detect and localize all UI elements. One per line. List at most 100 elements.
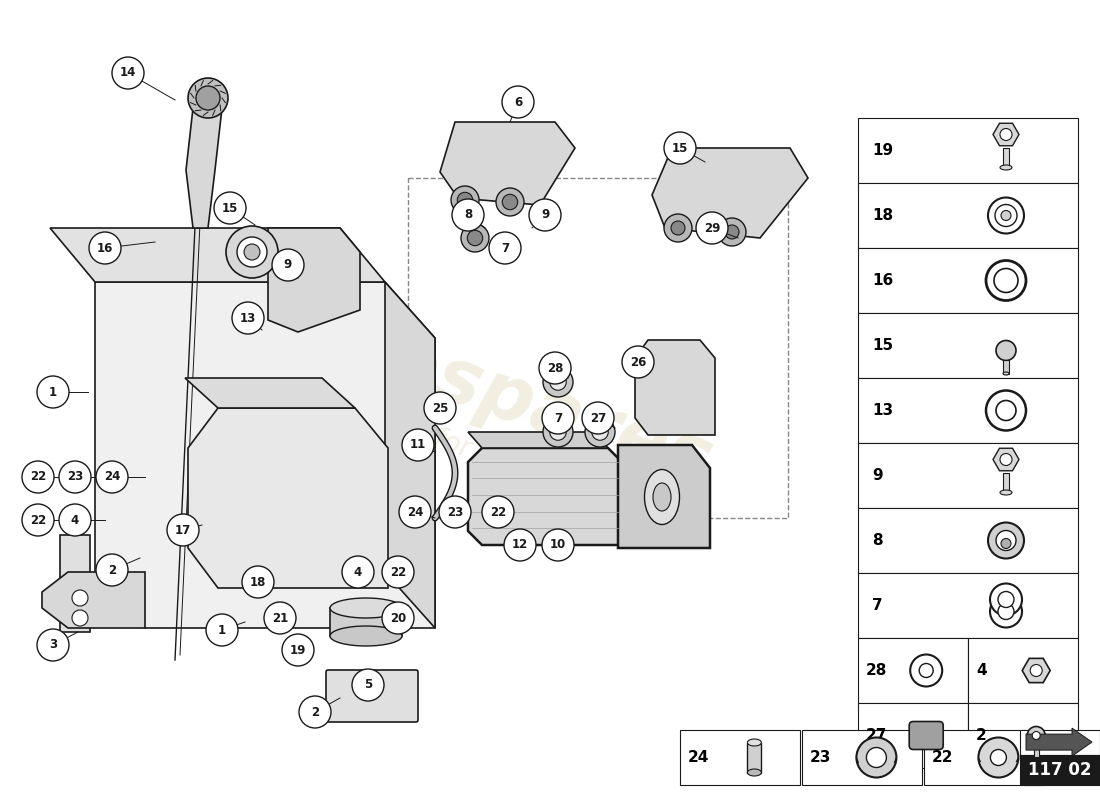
Text: 23: 23 — [810, 750, 832, 765]
Circle shape — [585, 417, 615, 447]
Circle shape — [1001, 210, 1011, 221]
Text: 15: 15 — [222, 202, 239, 214]
Text: 1: 1 — [48, 386, 57, 398]
Circle shape — [1032, 731, 1041, 739]
Circle shape — [458, 192, 473, 208]
Text: 18: 18 — [872, 208, 893, 223]
Circle shape — [468, 230, 483, 246]
Circle shape — [664, 132, 696, 164]
Text: 11: 11 — [410, 438, 426, 451]
Text: 3: 3 — [48, 638, 57, 651]
Text: 19: 19 — [289, 643, 306, 657]
Circle shape — [996, 401, 1016, 421]
Circle shape — [998, 591, 1014, 607]
Circle shape — [72, 590, 88, 606]
Text: 8: 8 — [464, 209, 472, 222]
Circle shape — [502, 86, 534, 118]
Circle shape — [990, 583, 1022, 615]
Text: 7: 7 — [872, 598, 882, 613]
Text: 23: 23 — [447, 506, 463, 518]
Circle shape — [996, 205, 1018, 226]
Circle shape — [542, 402, 574, 434]
Circle shape — [96, 554, 128, 586]
Bar — [680, 730, 800, 785]
Circle shape — [496, 188, 524, 216]
Bar — [1034, 745, 1038, 757]
Polygon shape — [440, 122, 575, 205]
Circle shape — [89, 232, 121, 264]
Circle shape — [696, 212, 728, 244]
Circle shape — [990, 750, 1006, 766]
Bar — [408, 178, 788, 518]
Text: 2: 2 — [976, 728, 987, 743]
Circle shape — [299, 696, 331, 728]
Circle shape — [399, 496, 431, 528]
Text: 9: 9 — [872, 468, 882, 483]
Ellipse shape — [747, 739, 761, 746]
Text: 24: 24 — [688, 750, 710, 765]
Circle shape — [621, 346, 654, 378]
Circle shape — [402, 429, 434, 461]
Text: 28: 28 — [547, 362, 563, 374]
Circle shape — [272, 249, 304, 281]
Circle shape — [978, 738, 1019, 778]
Ellipse shape — [1003, 372, 1009, 375]
Text: 22: 22 — [389, 566, 406, 578]
Text: 6: 6 — [514, 95, 522, 109]
Bar — [858, 378, 1078, 443]
Circle shape — [998, 603, 1014, 619]
Bar — [858, 443, 1078, 508]
Circle shape — [490, 232, 521, 264]
Text: 26: 26 — [630, 355, 646, 369]
Ellipse shape — [1000, 165, 1012, 170]
Text: 27: 27 — [866, 728, 888, 743]
Ellipse shape — [1000, 490, 1012, 495]
Text: 25: 25 — [432, 402, 448, 414]
Circle shape — [226, 226, 278, 278]
Circle shape — [214, 192, 246, 224]
Bar — [858, 118, 1078, 183]
Bar — [802, 730, 922, 785]
Text: 22: 22 — [932, 750, 954, 765]
Polygon shape — [618, 445, 710, 548]
Circle shape — [22, 504, 54, 536]
Text: 29: 29 — [704, 222, 720, 234]
Circle shape — [264, 602, 296, 634]
Polygon shape — [993, 448, 1019, 470]
Bar — [858, 703, 968, 768]
Circle shape — [232, 302, 264, 334]
Circle shape — [37, 629, 69, 661]
Circle shape — [452, 199, 484, 231]
Circle shape — [461, 224, 490, 252]
Text: 20: 20 — [389, 611, 406, 625]
Text: 9: 9 — [284, 258, 293, 271]
Circle shape — [244, 244, 260, 260]
Circle shape — [996, 341, 1016, 361]
Circle shape — [342, 556, 374, 588]
Circle shape — [188, 78, 228, 118]
Circle shape — [96, 461, 128, 493]
Text: 17: 17 — [175, 523, 191, 537]
Circle shape — [920, 663, 933, 678]
Text: 28: 28 — [866, 663, 888, 678]
Ellipse shape — [330, 626, 402, 646]
Circle shape — [550, 374, 566, 390]
Circle shape — [167, 514, 199, 546]
Circle shape — [664, 214, 692, 242]
Text: 14: 14 — [120, 66, 136, 79]
Bar — [747, 742, 761, 773]
Bar — [1020, 754, 1100, 785]
Bar — [858, 313, 1078, 378]
Ellipse shape — [645, 470, 680, 525]
FancyBboxPatch shape — [326, 670, 418, 722]
Text: 13: 13 — [872, 403, 893, 418]
Text: 16: 16 — [97, 242, 113, 254]
Circle shape — [986, 261, 1026, 301]
Circle shape — [482, 496, 514, 528]
Text: 18: 18 — [250, 575, 266, 589]
Bar — [858, 508, 1078, 573]
Circle shape — [592, 424, 608, 440]
FancyBboxPatch shape — [910, 722, 943, 750]
Text: 7: 7 — [500, 242, 509, 254]
Bar — [858, 573, 1078, 638]
